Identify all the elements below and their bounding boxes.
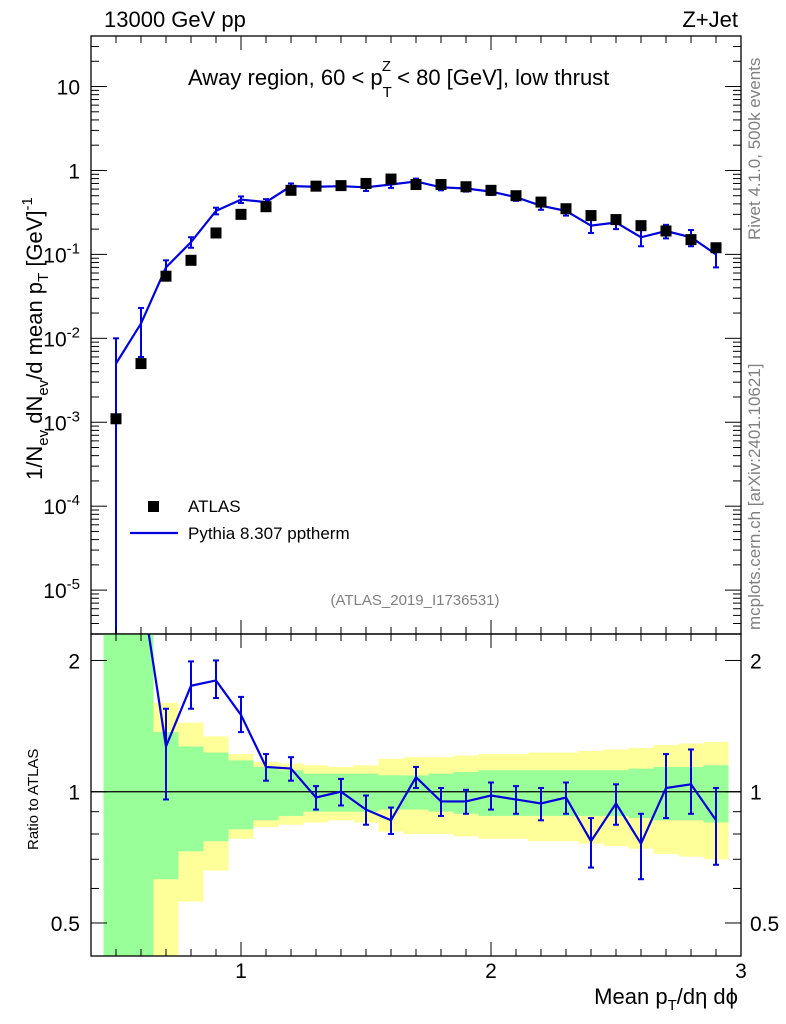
atlas-point [635,220,647,232]
main-y-tick-label: 10-2 [43,324,80,351]
rivet-version-label: Rivet 4.1.0, 500k events [745,58,764,240]
main-frame [90,35,742,635]
main-y-tick-label: 10-5 [43,576,80,603]
main-y-tick-label: 1 [68,160,80,183]
atlas-point [485,184,497,196]
atlas-point [260,201,272,213]
x-tick-label: 3 [735,960,747,983]
x-tick-label: 1 [235,960,247,983]
ratio-y-tick-label-right: 2 [750,650,762,673]
process-label: Z+Jet [682,7,738,32]
green-band-bin [628,768,654,819]
legend-label-pythia: Pythia 8.307 pptherm [188,524,350,543]
atlas-point [460,181,472,193]
atlas-point [210,227,222,239]
atlas-point [410,179,422,191]
atlas-point [660,225,672,237]
green-band-bin [228,760,254,830]
main-series-group [110,173,722,634]
atlas-point [710,242,722,254]
atlas-point [685,234,697,246]
legend-label-atlas: ATLAS [188,497,241,516]
atlas-point [185,254,197,266]
main-y-tick-label: 10-4 [43,492,80,519]
atlas-point [110,413,122,425]
energy-label: 13000 GeV pp [104,7,246,32]
atlas-point [310,180,322,192]
atlas-point [585,210,597,222]
main-y-axis-label: 1/Nev dNev/d mean pT [GeV]-1 [19,197,52,480]
green-band-bin [128,634,154,956]
main-panel: 10-5 10-4 10-3 10-2 10-1 1 10 Away region, 60 … [43,35,742,635]
atlas-point [285,184,297,196]
atlas-point [160,270,172,282]
x-tick-label: 2 [485,960,497,983]
main-y-tick-label: 10-3 [43,408,80,435]
atlas-point [535,196,547,208]
region-title: Away region, 60 < pTZ < 80 [GeV], low th… [188,58,609,101]
atlas-point [610,214,622,226]
atlas-point [235,208,247,220]
legend-marker-atlas [148,501,159,512]
atlas-point [135,358,147,370]
green-band-bin [178,746,204,852]
main-y-tick-label: 10-1 [43,240,80,267]
atlas-point [335,180,347,192]
ratio-y-tick-label: 0.5 [51,913,80,936]
atlas-point [385,173,397,185]
ratio-y-tick-label-right: 0.5 [750,913,779,936]
green-band-bin [578,770,604,816]
atlas-point [560,203,572,215]
atlas-point [360,177,372,189]
ratio-y-tick-label: 1 [68,782,80,805]
ratio-y-axis-label: Ratio to ATLAS [25,749,42,850]
analysis-id: (ATLAS_2019_I1736531) [330,592,499,609]
atlas-point [435,179,447,191]
green-band-bin [103,634,129,956]
green-band-bin [203,752,229,842]
mcplots-label: mcplots.cern.ch [arXiv:2401.10621] [745,364,764,630]
legend: ATLAS Pythia 8.307 pptherm [130,497,350,543]
main-y-tick-label: 10 [57,77,80,100]
x-axis-label: Mean pT/dη dϕ [594,984,738,1014]
atlas-point [510,190,522,202]
ratio-series-group [147,634,719,881]
pythia-line [115,180,717,365]
ratio-y-tick-label-right: 1 [750,782,762,805]
ratio-y-tick-label: 2 [68,650,80,673]
ratio-panel: 0.5 0.5 1 1 2 2 [51,633,779,957]
